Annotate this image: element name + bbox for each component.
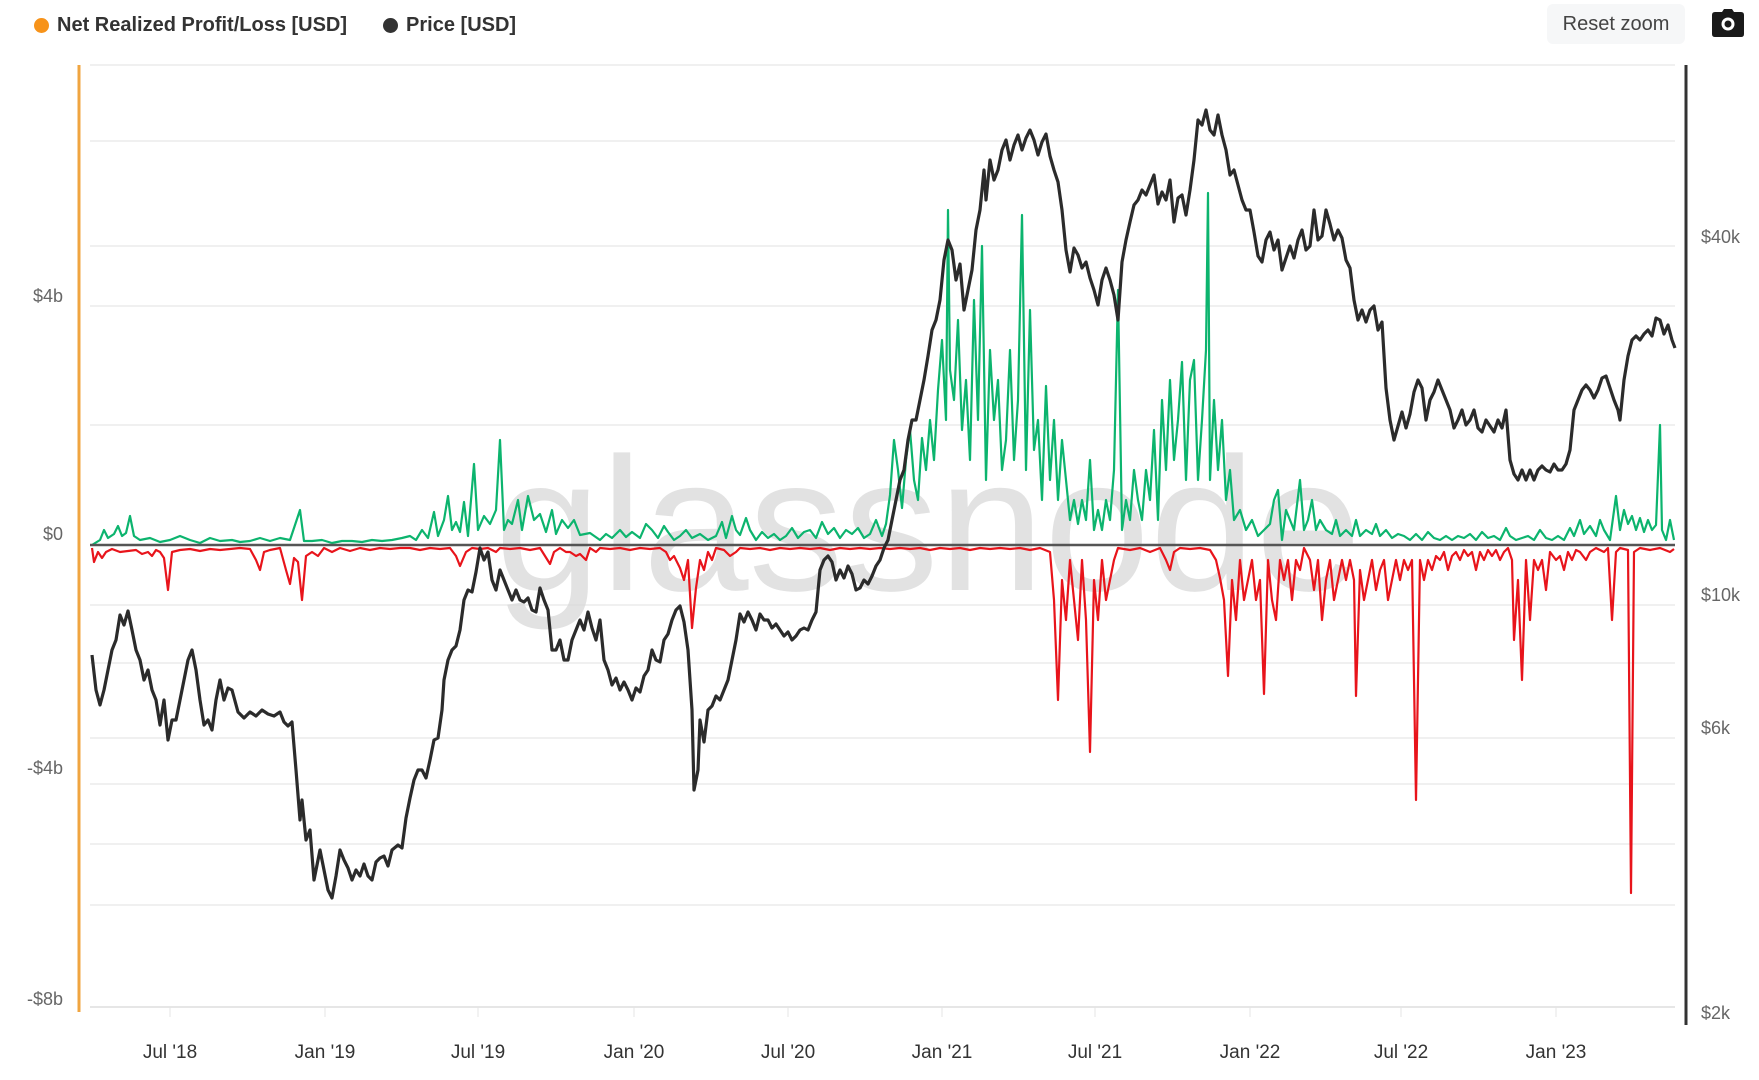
- legend-label-price: Price [USD]: [406, 14, 517, 36]
- left-tick-4b: $4b: [33, 286, 63, 306]
- right-tick-2k: $2k: [1701, 1003, 1731, 1023]
- x-tick-label: Jul '19: [451, 1042, 505, 1063]
- camera-icon[interactable]: [1712, 9, 1744, 37]
- legend-item-net-realized-pl[interactable]: Net Realized Profit/Loss [USD]: [34, 14, 347, 37]
- legend-item-price[interactable]: Price [USD]: [383, 14, 516, 37]
- orange-dot-icon: [34, 18, 49, 33]
- profit-series: [91, 191, 1676, 546]
- x-axis-labels: Jul '18 Jan '19 Jul '19 Jan '20 Jul '20 …: [143, 1042, 1587, 1063]
- x-tick-label: Jul '21: [1068, 1042, 1122, 1063]
- black-dot-icon: [383, 18, 399, 33]
- x-tick-label: Jan '20: [604, 1042, 665, 1063]
- left-axis-labels: $4b $0 -$4b -$8b: [27, 286, 63, 1009]
- x-tick-marks: [169, 1007, 1557, 1017]
- x-tick-label: Jul '20: [761, 1042, 815, 1063]
- gridlines: [90, 64, 1675, 1008]
- right-tick-10k: $10k: [1701, 585, 1741, 605]
- right-tick-6k: $6k: [1701, 718, 1731, 738]
- left-tick-neg8b: -$8b: [27, 989, 63, 1009]
- legend-label-net-realized-pl: Net Realized Profit/Loss [USD]: [57, 14, 348, 36]
- x-tick-label: Jan '23: [1526, 1042, 1587, 1063]
- loss-series: [90, 546, 1675, 895]
- price-series: [90, 108, 1677, 900]
- x-tick-label: Jan '21: [912, 1042, 973, 1063]
- chart-legend: Net Realized Profit/Loss [USD] Price [US…: [34, 14, 516, 37]
- right-axis-labels: $40k $10k $6k $2k: [1701, 227, 1741, 1023]
- x-tick-label: Jan '22: [1220, 1042, 1281, 1063]
- left-tick-neg4b: -$4b: [27, 758, 63, 778]
- x-tick-label: Jan '19: [295, 1042, 356, 1063]
- right-tick-40k: $40k: [1701, 227, 1741, 247]
- reset-zoom-button[interactable]: Reset zoom: [1547, 4, 1685, 44]
- x-tick-label: Jul '18: [143, 1042, 197, 1063]
- left-tick-0: $0: [43, 524, 63, 544]
- x-tick-label: Jul '22: [1374, 1042, 1428, 1063]
